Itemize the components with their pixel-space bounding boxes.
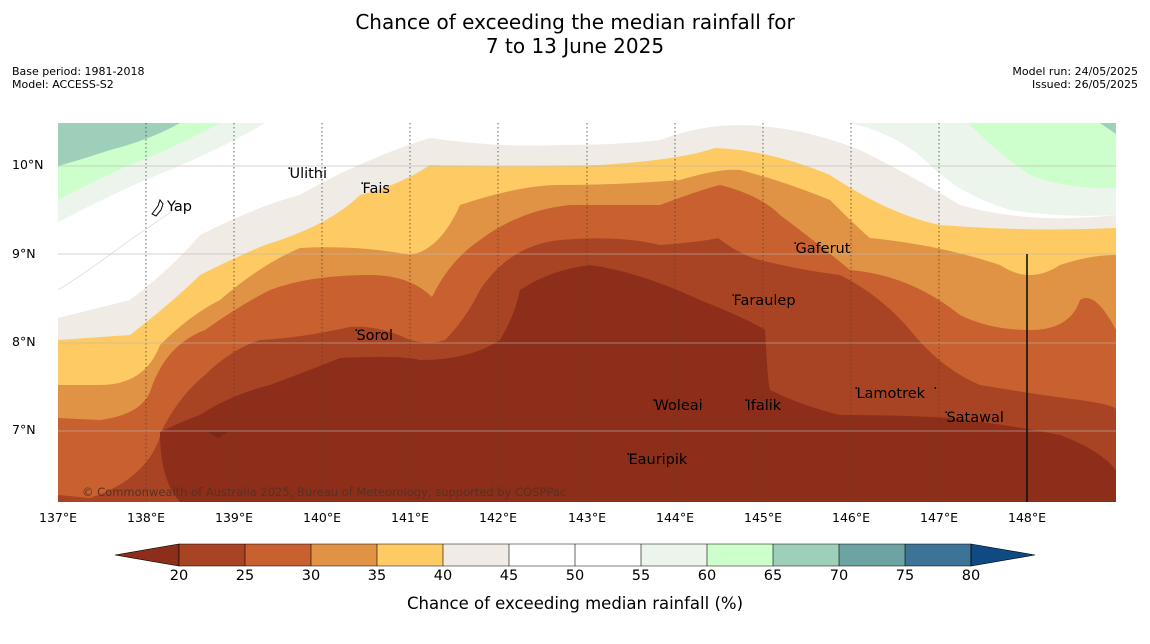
colorbar-tick-25: 25 (235, 568, 255, 584)
place-label-faraulep: ·Faraulep (731, 288, 796, 309)
place-label-lamotrek: ·Lamotrek · (854, 381, 938, 402)
lon-label-140e: 140°E (302, 510, 342, 525)
lon-label-139e: 139°E (214, 510, 254, 525)
colorbar-tick-50: 50 (565, 568, 585, 584)
copyright-notice: © Commonwealth of Australia 2025, Bureau… (82, 485, 567, 499)
colorbar-tick-30: 30 (301, 568, 321, 584)
colorbar-segment-60-65 (707, 544, 773, 566)
lat-label-9n: 9°N (12, 246, 36, 261)
map-title-line1: Chance of exceeding the median rainfall … (355, 10, 795, 34)
colorbar-tick-75: 75 (895, 568, 915, 584)
map-title-line2: 7 to 13 June 2025 (485, 34, 665, 58)
lon-label-145e: 145°E (743, 510, 783, 525)
colorbar-segment-20-25 (179, 544, 245, 566)
colorbar-segment-55-60 (641, 544, 707, 566)
longitude-gridlines (145, 123, 940, 502)
place-name-sorol: Sorol (356, 328, 394, 344)
colorbar-segment-65-70 (773, 544, 839, 566)
place-name-eauripik: Eauripik (628, 452, 688, 468)
meta-right: Model run: 24/05/2025 Issued: 26/05/2025 (1012, 65, 1138, 91)
colorbar-segment-40-45 (443, 544, 509, 566)
colorbar-tick-40: 40 (433, 568, 453, 584)
contour-20-25 (160, 265, 1116, 502)
lon-label-138e: 138°E (126, 510, 166, 525)
lat-label-8n: 8°N (12, 334, 36, 349)
lon-label-142e: 142°E (478, 510, 518, 525)
place-name-woleai: Woleai (654, 398, 703, 414)
colorbar-segment-25-30 (245, 544, 311, 566)
place-label-satawal: ·Satawal (944, 405, 1004, 426)
colorbar-tick-20: 20 (169, 568, 189, 584)
place-name-ulithi: Ulithi (289, 166, 328, 182)
contour-65-70-nw (58, 123, 180, 166)
meta-left: Base period: 1981-2018 Model: ACCESS-S2 (12, 65, 144, 91)
place-name-gaferut: Gaferut (795, 241, 851, 257)
colorbar-tick-65: 65 (763, 568, 783, 584)
contour-65-70-ne (1100, 123, 1116, 134)
colorbar-label: Chance of exceeding median rainfall (%) (406, 594, 744, 613)
place-label-ifalik: ·Ifalik (744, 393, 782, 414)
colorbar-tick-70: 70 (829, 568, 849, 584)
lat-label-10n: 10°N (12, 157, 44, 172)
issued-text: Issued: 26/05/2025 (1031, 78, 1138, 91)
colorbar-tick-55: 55 (631, 568, 651, 584)
colorbar-segment-35-40 (377, 544, 443, 566)
colorbar-segment-45-50 (509, 544, 575, 566)
colorbar-tick-60: 60 (697, 568, 717, 584)
place-label-yap: Yap (167, 199, 192, 215)
place-name-ifalik: Ifalik (746, 398, 782, 414)
lon-label-147e: 147°E (919, 510, 959, 525)
colorbar-tick-45: 45 (499, 568, 519, 584)
colorbar-segment-70-75 (839, 544, 905, 566)
colorbar-tick-35: 35 (367, 568, 387, 584)
lon-label-144e: 144°E (655, 510, 695, 525)
yap-island-shape (151, 198, 164, 217)
place-name-satawal: Satawal (946, 410, 1004, 426)
place-label-eauripik: ·Eauripik (626, 447, 688, 468)
base-period-text: Base period: 1981-2018 (12, 65, 145, 78)
place-label-ulithi: ·Ulithi (287, 161, 328, 182)
colorbar-tick-80: 80 (961, 568, 981, 584)
colorbar (114, 543, 1036, 567)
colorbar-arrow-low (114, 543, 180, 567)
latitude-gridlines (58, 165, 1116, 432)
place-label-woleai: ·Woleai (652, 393, 703, 414)
place-label-fais: ·Fais (360, 176, 390, 197)
place-name-faraulep: Faraulep (733, 293, 796, 309)
contour-60-65-ne (968, 123, 1116, 189)
colorbar-arrow-high (970, 543, 1036, 567)
place-name-lamotrek: Lamotrek (856, 386, 926, 402)
lon-label-146e: 146°E (831, 510, 871, 525)
model-run-text: Model run: 24/05/2025 (1012, 65, 1138, 78)
lat-label-7n: 7°N (12, 422, 36, 437)
model-text: Model: ACCESS-S2 (12, 78, 114, 91)
place-name-fais: Fais (362, 181, 390, 197)
map-title: Chance of exceeding the median rainfall … (0, 10, 1150, 58)
lon-label-143e: 143°E (567, 510, 607, 525)
colorbar-segment-75-80 (905, 544, 971, 566)
place-label-sorol: ·Sorol (354, 323, 394, 344)
colorbar-segment-50-55 (575, 544, 641, 566)
rainfall-contours (58, 123, 1116, 502)
colorbar-segment-30-35 (311, 544, 377, 566)
lon-label-148e: 148°E (1007, 510, 1047, 525)
lon-label-137e: 137°E (38, 510, 78, 525)
place-label-gaferut: ·Gaferut (793, 236, 851, 257)
lon-label-141e: 141°E (390, 510, 430, 525)
